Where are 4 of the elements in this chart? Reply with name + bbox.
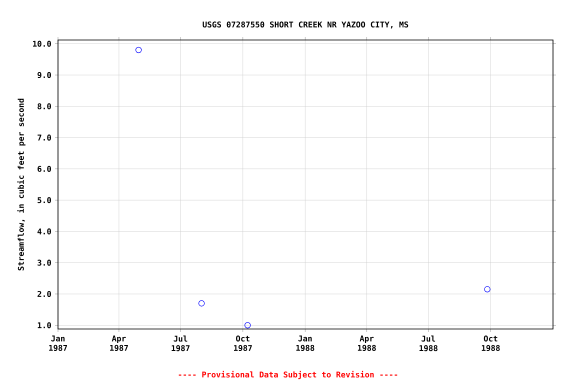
point (244, 322, 251, 328)
point (198, 300, 205, 306)
point (484, 286, 490, 292)
point (135, 46, 142, 54)
